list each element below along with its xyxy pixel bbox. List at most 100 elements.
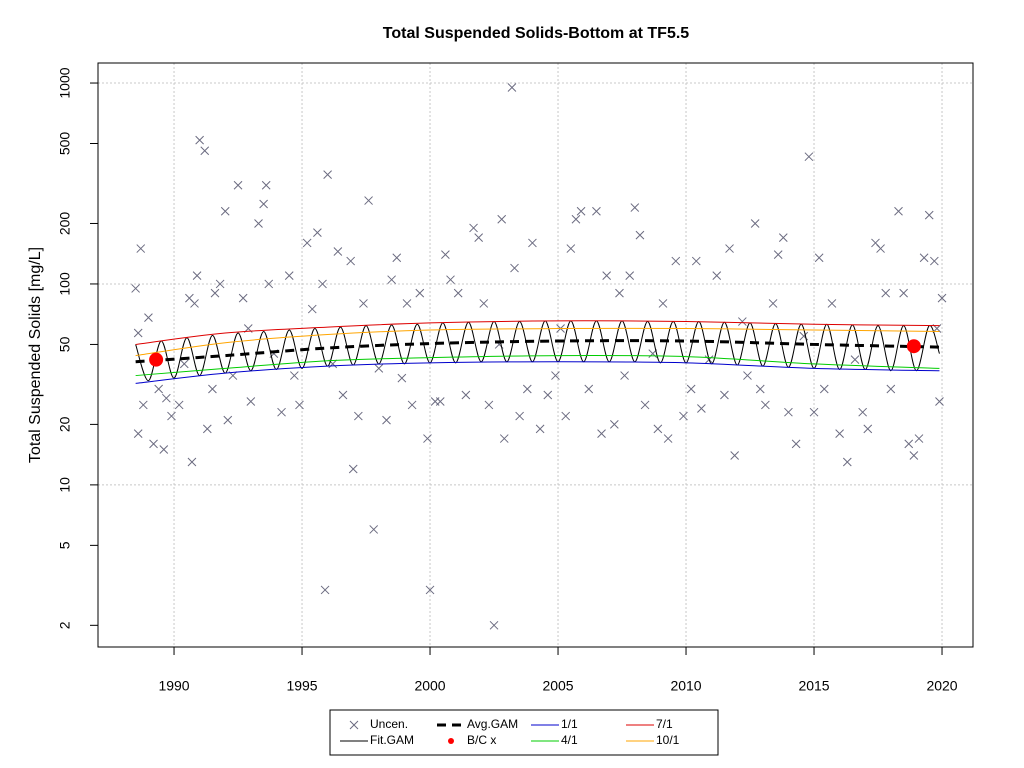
data-point (809, 407, 819, 417)
data-point (187, 457, 197, 467)
data-point (663, 434, 673, 443)
data-point (210, 288, 220, 298)
y-tick-label: 5 (57, 541, 73, 549)
series-line (135, 320, 940, 345)
data-point (528, 238, 537, 248)
legend-label: B/C x (467, 733, 496, 747)
data-point (635, 230, 645, 240)
data-point (425, 585, 435, 595)
data-point (359, 299, 368, 308)
data-point (397, 373, 407, 383)
x-tick-label: 2000 (414, 678, 445, 694)
data-point (149, 352, 164, 367)
data-point (791, 439, 801, 449)
data-point (192, 271, 202, 280)
data-point (190, 299, 199, 308)
data-point (784, 407, 793, 417)
data-point (320, 585, 330, 595)
data-point (543, 390, 553, 400)
data-point (686, 384, 696, 394)
data-point (904, 439, 914, 449)
data-point (289, 371, 299, 380)
data-point (453, 288, 463, 298)
data-point (929, 256, 939, 266)
data-point (522, 384, 532, 394)
legend-label: 1/1 (561, 717, 578, 731)
data-point (307, 304, 317, 314)
data-point (353, 411, 363, 421)
data-point (133, 429, 143, 438)
data-point (937, 293, 947, 303)
series-line (135, 361, 940, 384)
data-point (138, 400, 148, 410)
data-point (195, 135, 204, 145)
data-point (535, 424, 545, 434)
data-point (827, 299, 837, 308)
data-point (302, 238, 312, 248)
data-point (348, 464, 358, 474)
data-point (149, 439, 158, 449)
data-point (144, 313, 153, 322)
x-tick-label: 1995 (286, 678, 317, 694)
data-point (609, 420, 619, 429)
data-point (561, 411, 571, 421)
data-point (174, 400, 184, 410)
data-point (863, 424, 873, 434)
data-point (131, 284, 140, 293)
data-point (602, 271, 612, 280)
legend-label: 4/1 (561, 733, 578, 747)
data-point (374, 364, 384, 373)
y-tick-label: 500 (57, 132, 73, 156)
data-point (167, 411, 176, 421)
data-point (402, 299, 412, 308)
data-point (489, 620, 499, 630)
data-point (369, 525, 379, 534)
data-point (136, 244, 146, 253)
data-point (333, 247, 343, 256)
legend-label: 7/1 (656, 717, 673, 731)
data-point (625, 271, 635, 280)
y-tick-label: 2 (57, 621, 73, 629)
data-point (819, 384, 829, 394)
data-point (264, 279, 274, 289)
data-point (858, 407, 868, 417)
data-point (620, 371, 629, 380)
data-point (814, 253, 824, 263)
series-line (135, 339, 940, 364)
data-point (515, 411, 524, 421)
data-point (737, 317, 747, 326)
data-point (323, 170, 332, 179)
data-point (159, 445, 169, 454)
x-tick-label: 2015 (798, 678, 829, 694)
data-point (284, 271, 294, 280)
data-point (804, 152, 814, 162)
y-tick-label: 1000 (57, 67, 73, 98)
data-point (615, 288, 624, 298)
y-tick-label: 20 (57, 416, 73, 432)
data-point (935, 397, 944, 406)
series-line (135, 320, 940, 382)
data-point (202, 424, 212, 434)
data-point (720, 390, 729, 400)
legend-box (329, 709, 719, 756)
data-point (697, 404, 706, 413)
data-point (474, 233, 484, 243)
data-point (261, 180, 271, 190)
data-point (894, 206, 903, 216)
legend-symbol (349, 720, 359, 730)
data-point (850, 355, 860, 365)
data-point (712, 271, 722, 280)
data-point (238, 293, 248, 303)
data-point (768, 299, 778, 308)
data-point (435, 397, 445, 406)
legend-label: Avg.GAM (467, 717, 518, 731)
data-point (497, 214, 507, 224)
data-point (671, 256, 681, 266)
data-point (658, 299, 668, 308)
data-point (223, 415, 233, 425)
data-point (630, 203, 640, 212)
y-tick-label: 10 (57, 477, 73, 493)
data-point (499, 434, 509, 443)
data-point (886, 384, 896, 394)
